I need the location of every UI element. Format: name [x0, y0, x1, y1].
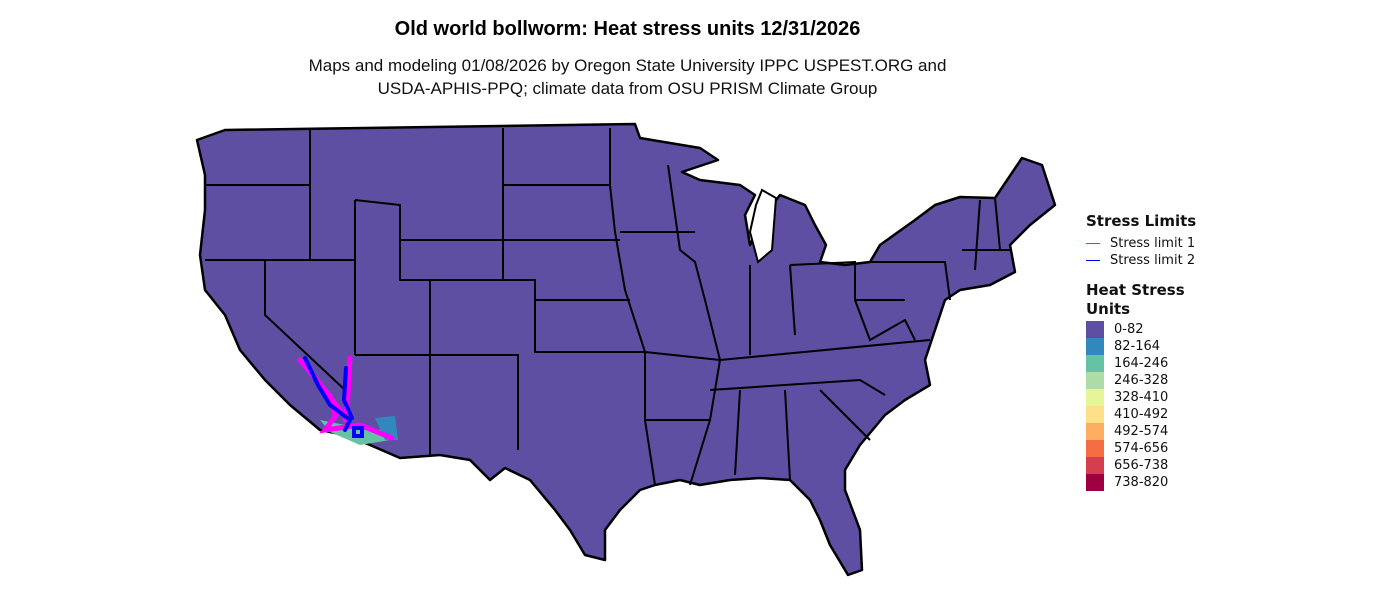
heat-title-line2: Units — [1086, 300, 1131, 318]
magenta-line-icon — [1086, 243, 1100, 244]
heat-stress-hotspots — [297, 355, 398, 445]
legend-label: 738-820 — [1114, 475, 1169, 490]
heat-stress-title: Heat Stress Units — [1086, 281, 1196, 319]
color-swatch — [1086, 372, 1104, 389]
legend-label: 574-656 — [1114, 441, 1169, 456]
color-swatch — [1086, 355, 1104, 372]
stress-limits-title: Stress Limits — [1086, 212, 1197, 230]
heat-title-line1: Heat Stress — [1086, 281, 1185, 299]
legend-bin: 0-82 — [1086, 321, 1196, 338]
us-outline — [195, 122, 1057, 577]
blue-line-icon — [1086, 260, 1100, 261]
legend-bin: 410-492 — [1086, 406, 1196, 423]
color-swatch — [1086, 423, 1104, 440]
legend-bin: 656-738 — [1086, 457, 1196, 474]
legend-bin: 492-574 — [1086, 423, 1196, 440]
legend-bin: 574-656 — [1086, 440, 1196, 457]
color-swatch — [1086, 457, 1104, 474]
color-swatch — [1086, 338, 1104, 355]
legend-label: 492-574 — [1114, 424, 1169, 439]
color-swatch — [1086, 474, 1104, 491]
legend-label: 82-164 — [1114, 339, 1161, 354]
legend-bin: 738-820 — [1086, 474, 1196, 491]
legend-label: 246-328 — [1114, 373, 1169, 388]
legend-label: 164-246 — [1114, 356, 1169, 371]
map-title: Old world bollworm: Heat stress units 12… — [394, 18, 861, 40]
legend-label: Stress limit 2 — [1110, 253, 1196, 268]
legend-label: 328-410 — [1114, 390, 1169, 405]
legend-bin: 164-246 — [1086, 355, 1196, 372]
heat-bins: 0-82 82-164 164-246 246-328 328-410 410-492 49… — [1086, 321, 1196, 491]
color-swatch — [1086, 321, 1104, 338]
map-subtitle-line2: USDA-APHIS-PPQ; climate data from OSU PR… — [377, 79, 878, 98]
color-swatch — [1086, 389, 1104, 406]
legend-label: 656-738 — [1114, 458, 1169, 473]
legend-label: Stress limit 1 — [1110, 236, 1196, 251]
legend-bin: 328-410 — [1086, 389, 1196, 406]
legend-stress-limit-1: Stress limit 1 — [1086, 235, 1196, 252]
map-subtitle-line1: Maps and modeling 01/08/2026 by Oregon S… — [308, 56, 947, 75]
legend-stress-limit-2: Stress limit 2 — [1086, 252, 1196, 269]
lake-michigan — [748, 188, 778, 264]
legend-bin: 246-328 — [1086, 372, 1196, 389]
legend-label: 0-82 — [1114, 322, 1144, 337]
legend: Stress Limits Stress limit 1 Stress limi… — [1086, 212, 1196, 491]
legend-label: 410-492 — [1114, 407, 1169, 422]
color-swatch — [1086, 406, 1104, 423]
color-swatch — [1086, 440, 1104, 457]
legend-bin: 82-164 — [1086, 338, 1196, 355]
us-map — [195, 122, 1057, 577]
state-borders — [205, 128, 1010, 486]
